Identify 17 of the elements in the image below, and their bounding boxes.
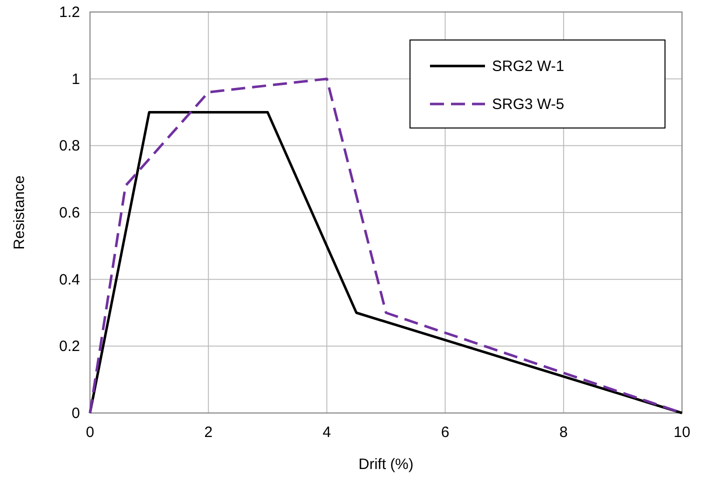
y-tick-label: 0 xyxy=(72,405,80,422)
x-axis-title: Drift (%) xyxy=(358,456,414,473)
legend-label: SRG2 W-1 xyxy=(492,58,564,75)
y-tick-label: 0.4 xyxy=(59,271,80,288)
x-tick-label: 8 xyxy=(559,424,568,441)
x-tick-label: 2 xyxy=(204,424,213,441)
x-tick-label: 10 xyxy=(674,424,690,441)
y-tick-label: 0.2 xyxy=(59,338,80,356)
y-tick-label: 0.8 xyxy=(59,138,80,155)
x-tick-label: 4 xyxy=(322,424,331,441)
x-tick-label: 6 xyxy=(441,424,450,441)
y-tick-label: 1 xyxy=(72,70,80,88)
x-tick-label: 0 xyxy=(86,424,94,441)
y-tick-label: 1.2 xyxy=(59,4,80,21)
legend-label: SRG3 W-5 xyxy=(492,96,564,113)
y-tick-label: 0.6 xyxy=(59,204,80,222)
y-axis-title: Resistance xyxy=(11,175,28,250)
